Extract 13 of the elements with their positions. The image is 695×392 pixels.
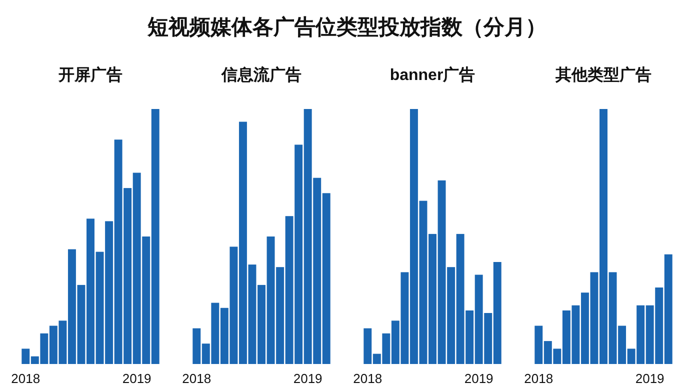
- x-tick-label: 2019: [122, 371, 152, 386]
- x-tick-label: 2019: [464, 371, 494, 386]
- x-tick-label: 2018: [524, 371, 554, 386]
- chart-title: 其他类型广告: [554, 66, 652, 84]
- x-tick-label: 2018: [182, 371, 212, 386]
- chart-title: banner广告: [390, 66, 476, 84]
- x-tick-label: 2019: [293, 371, 322, 386]
- text: 短视频媒体各广告位类型投放指数（分月）: [146, 15, 546, 39]
- chart-title: 信息流广告: [220, 65, 302, 84]
- x-tick-label: 2018: [11, 371, 40, 386]
- x-tick-label: 2019: [635, 371, 664, 386]
- x-tick-label: 2018: [353, 371, 382, 386]
- chart-title: 开屏广告: [58, 66, 122, 84]
